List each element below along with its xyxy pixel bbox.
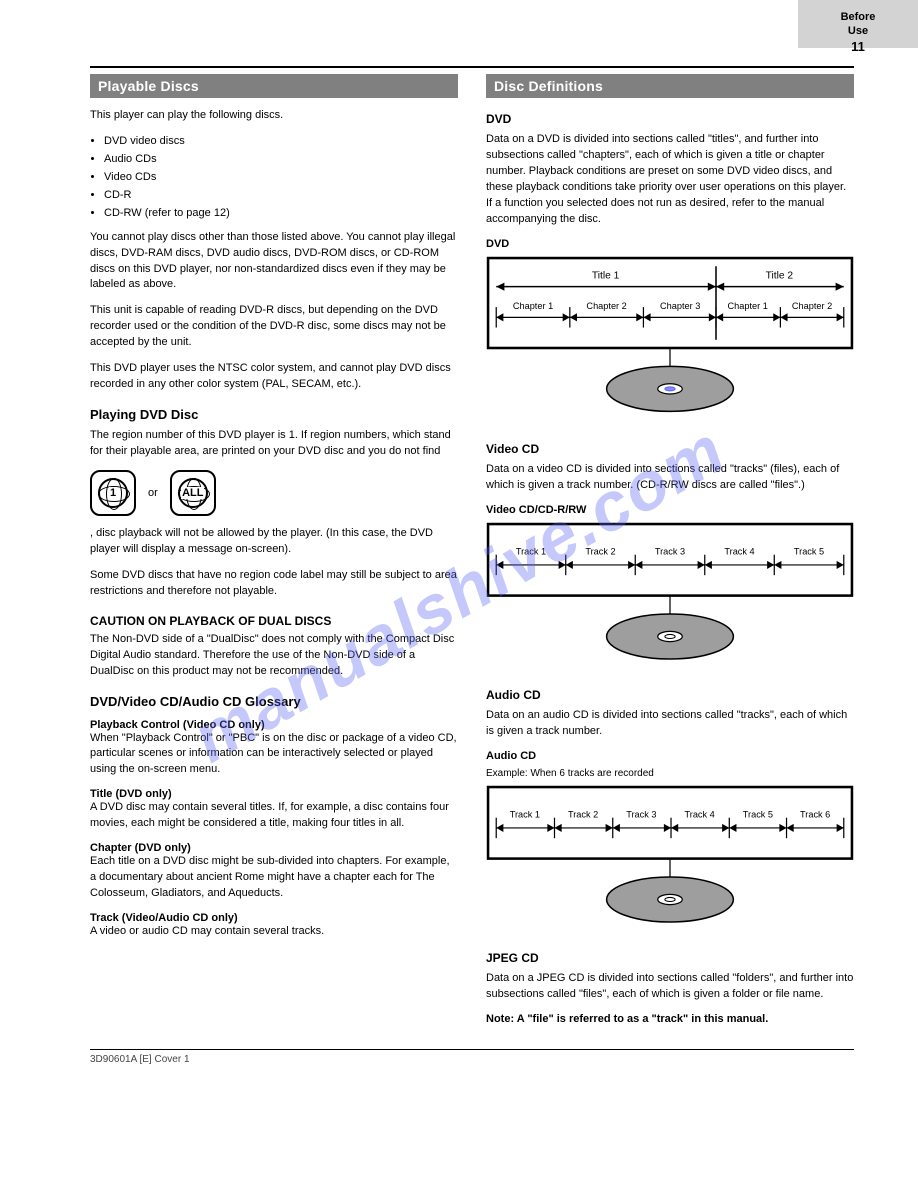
svg-text:Chapter 1: Chapter 1: [513, 301, 553, 311]
glossary-def: A video or audio CD may contain several …: [90, 924, 458, 940]
glossary-head: DVD/Video CD/Audio CD Glossary: [90, 694, 458, 709]
svg-text:Chapter 2: Chapter 2: [586, 301, 626, 311]
list-item: DVD video discs: [104, 134, 458, 150]
glossary-term: Chapter (DVD only): [90, 842, 458, 854]
playable-list: DVD video discs Audio CDs Video CDs CD-R…: [90, 134, 458, 222]
footer-rule: [90, 1049, 854, 1050]
region-icons-row: 1 or ALL: [90, 470, 458, 516]
glossary-term: Title (DVD only): [90, 788, 458, 800]
dvd-diagram-caption: DVD: [486, 238, 854, 250]
svg-text:Chapter 3: Chapter 3: [660, 301, 700, 311]
svg-text:Track 4: Track 4: [684, 810, 714, 820]
dvd-text: Data on a DVD is divided into sections c…: [486, 132, 854, 228]
acd-diagram-caption: Audio CD: [486, 750, 854, 762]
svg-text:Track 5: Track 5: [794, 547, 824, 557]
cannot-play-text: You cannot play discs other than those l…: [90, 230, 458, 294]
dvd-diagram: Title 1 Title 2: [486, 256, 854, 420]
title1-label: Title 1: [592, 270, 620, 281]
tab-line1: Before: [841, 11, 876, 23]
acd-diagram-block: Audio CD Example: When 6 tracks are reco…: [486, 750, 854, 933]
glossary-def: A DVD disc may contain several titles. I…: [90, 800, 458, 832]
top-rule: [90, 66, 854, 68]
svg-text:Track 4: Track 4: [724, 547, 754, 557]
jpeg-head: JPEG CD: [486, 951, 854, 965]
jpeg-text: Data on a JPEG CD is divided into sectio…: [486, 971, 854, 1003]
footer-text: 3D90601A [E] Cover 1: [90, 1054, 854, 1065]
region-1-icon: 1: [90, 470, 136, 516]
vcd-diagram-caption: Video CD/CD-R/RW: [486, 504, 854, 516]
acd-diagram-subcap: Example: When 6 tracks are recorded: [486, 768, 854, 779]
svg-text:Track 3: Track 3: [626, 810, 656, 820]
vcd-head: Video CD: [486, 442, 854, 456]
svg-text:Chapter 1: Chapter 1: [728, 301, 768, 311]
region-subhead: Playing DVD Disc: [90, 407, 458, 422]
color-system-note: This DVD player uses the NTSC color syst…: [90, 361, 458, 393]
svg-text:Track 6: Track 6: [800, 810, 830, 820]
region-all-icon: ALL: [170, 470, 216, 516]
left-column: Playable Discs This player can play the …: [90, 74, 458, 1025]
dvd-head: DVD: [486, 112, 854, 126]
vcd-text: Data on a video CD is divided into secti…: [486, 462, 854, 494]
intro-text: This player can play the following discs…: [90, 108, 458, 124]
acd-head: Audio CD: [486, 688, 854, 702]
caution-body: The Non-DVD side of a "DualDisc" does no…: [90, 632, 458, 680]
svg-text:Track 3: Track 3: [655, 547, 685, 557]
tab-line2: Use: [848, 25, 868, 37]
region-p2: , disc playback will not be allowed by t…: [90, 526, 458, 558]
svg-text:Track 1: Track 1: [516, 547, 546, 557]
glossary: Playback Control (Video CD only) When "P…: [90, 719, 458, 940]
tab-page-number: 11: [851, 39, 865, 54]
title2-label: Title 2: [766, 270, 794, 281]
svg-text:Track 5: Track 5: [743, 810, 773, 820]
vcd-diagram-block: Video CD/CD-R/RW: [486, 504, 854, 670]
acd-text: Data on an audio CD is divided into sect…: [486, 708, 854, 740]
file-track-note: Note: A "file" is referred to as a "trac…: [486, 1013, 854, 1025]
svg-text:Track 1: Track 1: [510, 810, 540, 820]
svg-text:Chapter 2: Chapter 2: [792, 301, 832, 311]
glossary-def: When "Playback Control" or "PBC" is on t…: [90, 731, 458, 779]
dvdr-note: This unit is capable of reading DVD-R di…: [90, 303, 458, 351]
section-playable-discs: Playable Discs: [90, 74, 458, 98]
list-item: Audio CDs: [104, 152, 458, 168]
list-item: CD-R: [104, 188, 458, 204]
region-or: or: [148, 487, 158, 499]
dvd-diagram-block: DVD Title 1 Title 2: [486, 238, 854, 425]
vcd-diagram: Track 1 Track 2 Track 3 Track 4 Track 5: [486, 522, 854, 665]
glossary-def: Each title on a DVD disc might be sub-di…: [90, 854, 458, 902]
acd-diagram: Track 1 Track 2 Track 3 Track 4 Track 5 …: [486, 785, 854, 928]
glossary-term: Playback Control (Video CD only): [90, 719, 458, 731]
svg-text:Track 2: Track 2: [585, 547, 615, 557]
right-column: Disc Definitions DVD Data on a DVD is di…: [486, 74, 854, 1025]
section-disc-definitions: Disc Definitions: [486, 74, 854, 98]
page-tab: Before Use 11: [798, 0, 918, 48]
caution-title: CAUTION ON PLAYBACK OF DUAL DISCS: [90, 614, 458, 628]
region-p1: The region number of this DVD player is …: [90, 428, 458, 460]
region-p3: Some DVD discs that have no region code …: [90, 568, 458, 600]
list-item: Video CDs: [104, 170, 458, 186]
svg-text:Track 2: Track 2: [568, 810, 598, 820]
glossary-term: Track (Video/Audio CD only): [90, 912, 458, 924]
list-item: CD-RW (refer to page 12): [104, 206, 458, 222]
